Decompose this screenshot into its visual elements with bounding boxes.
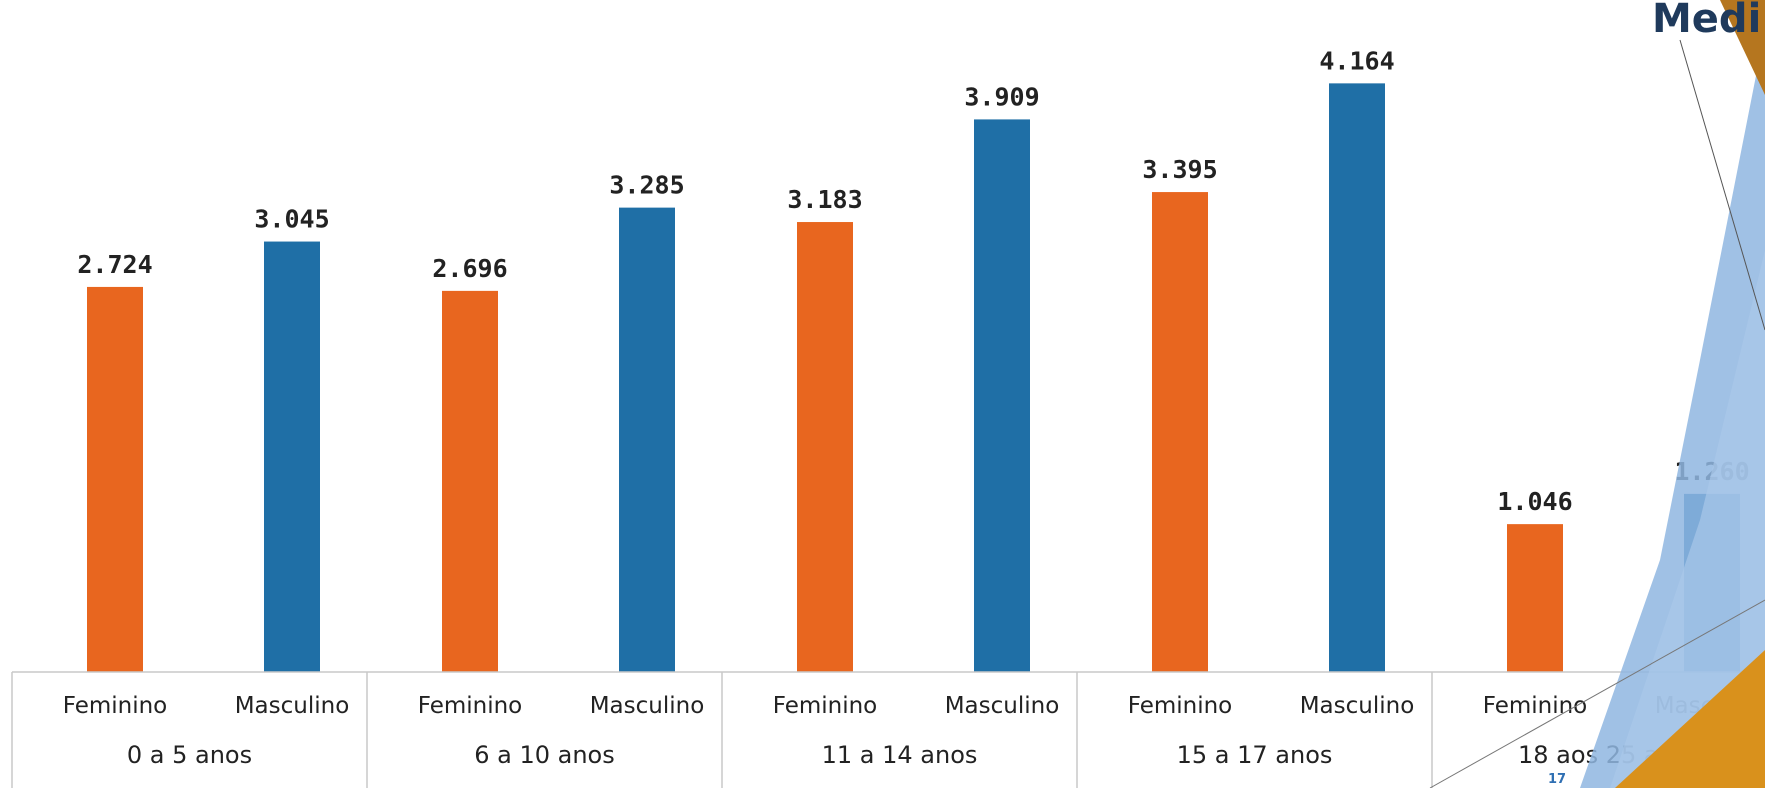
- data-label-6-a-10-anos-masculino: 3.285: [609, 171, 684, 200]
- decor-brown-triangle: [1720, 0, 1765, 95]
- data-label-6-a-10-anos-feminino: 2.696: [432, 254, 507, 283]
- data-label-0-a-5-anos-masculino: 3.045: [254, 205, 329, 234]
- data-label-18-aos-25-anos-feminino: 1.046: [1497, 487, 1572, 516]
- data-label-15-a-17-anos-feminino: 3.395: [1142, 155, 1217, 184]
- category-label-11-a-14-anos-masculino: Masculino: [945, 693, 1060, 719]
- category-label-15-a-17-anos-masculino: Masculino: [1300, 693, 1415, 719]
- decor-orange-triangle: [1615, 650, 1765, 788]
- bar-6-a-10-anos-feminino: [442, 290, 498, 672]
- bars-layer: 2.724 3.045 2.696 3.285 3.183 3.909 3.395 4.164…: [77, 46, 1750, 673]
- group-label-15-a-17-anos: 15 a 17 anos: [1177, 741, 1333, 769]
- data-label-11-a-14-anos-masculino: 3.909: [964, 82, 1039, 111]
- bar-15-a-17-anos-masculino: [1329, 83, 1385, 672]
- category-label-11-a-14-anos-feminino: Feminino: [773, 693, 878, 719]
- data-label-11-a-14-anos-feminino: 3.183: [787, 185, 862, 214]
- bar-11-a-14-anos-feminino: [797, 222, 853, 672]
- decor-light-blue-triangle: [1610, 250, 1765, 788]
- decor-line: [1429, 599, 1765, 788]
- bar-15-a-17-anos-feminino: [1152, 192, 1208, 673]
- group-label-11-a-14-anos: 11 a 14 anos: [822, 741, 978, 769]
- bar-0-a-5-anos-feminino: [87, 286, 143, 672]
- slide-decoration: [1429, 0, 1765, 788]
- data-label-15-a-17-anos-masculino: 4.164: [1319, 46, 1394, 75]
- decor-line: [1679, 39, 1765, 331]
- page-number: 17: [1548, 772, 1566, 787]
- bar-18-aos-25-anos-feminino: [1507, 524, 1563, 672]
- data-label-0-a-5-anos-feminino: 2.724: [77, 250, 152, 279]
- bar-6-a-10-anos-masculino: [619, 207, 675, 672]
- category-label-6-a-10-anos-masculino: Masculino: [590, 693, 705, 719]
- category-axis: Feminino Masculino 0 a 5 anos Feminino Mascu…: [11, 671, 1765, 788]
- slide-title-fragment: Medi: [1652, 0, 1761, 42]
- category-label-0-a-5-anos-feminino: Feminino: [63, 693, 168, 719]
- category-label-6-a-10-anos-feminino: Feminino: [418, 693, 523, 719]
- group-label-0-a-5-anos: 0 a 5 anos: [127, 741, 252, 769]
- bar-0-a-5-anos-masculino: [264, 241, 320, 672]
- group-label-6-a-10-anos: 6 a 10 anos: [474, 741, 615, 769]
- bar-11-a-14-anos-masculino: [974, 119, 1030, 672]
- category-label-18-aos-25-anos-feminino: Feminino: [1483, 693, 1588, 719]
- category-label-15-a-17-anos-feminino: Feminino: [1128, 693, 1233, 719]
- category-label-0-a-5-anos-masculino: Masculino: [235, 693, 350, 719]
